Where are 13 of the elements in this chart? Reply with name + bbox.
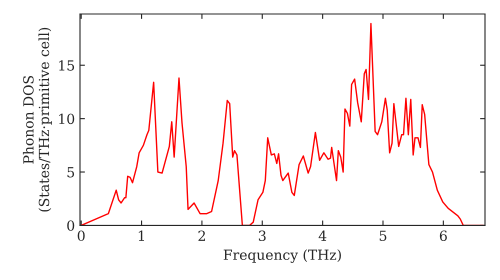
x-tick-label: 3: [258, 230, 266, 242]
y-tick-label: 15: [59, 60, 74, 71]
x-tick-label: 0: [78, 230, 85, 242]
x-tick-label: 5: [380, 230, 386, 242]
x-tick-label: 1: [138, 230, 144, 241]
x-tick-label: 4: [318, 230, 326, 241]
y-tick-label: 5: [67, 167, 74, 178]
x-tick-label: 2: [198, 230, 205, 241]
y-tick-label: 10: [59, 114, 74, 124]
x-tick-label: 6: [440, 230, 447, 242]
x-axis-title: Frequency (THz): [224, 249, 341, 263]
y-axis-title: Phonon DOS (States/THz·primitive cell): [22, 28, 52, 212]
y-tick-label: 0: [67, 220, 74, 231]
